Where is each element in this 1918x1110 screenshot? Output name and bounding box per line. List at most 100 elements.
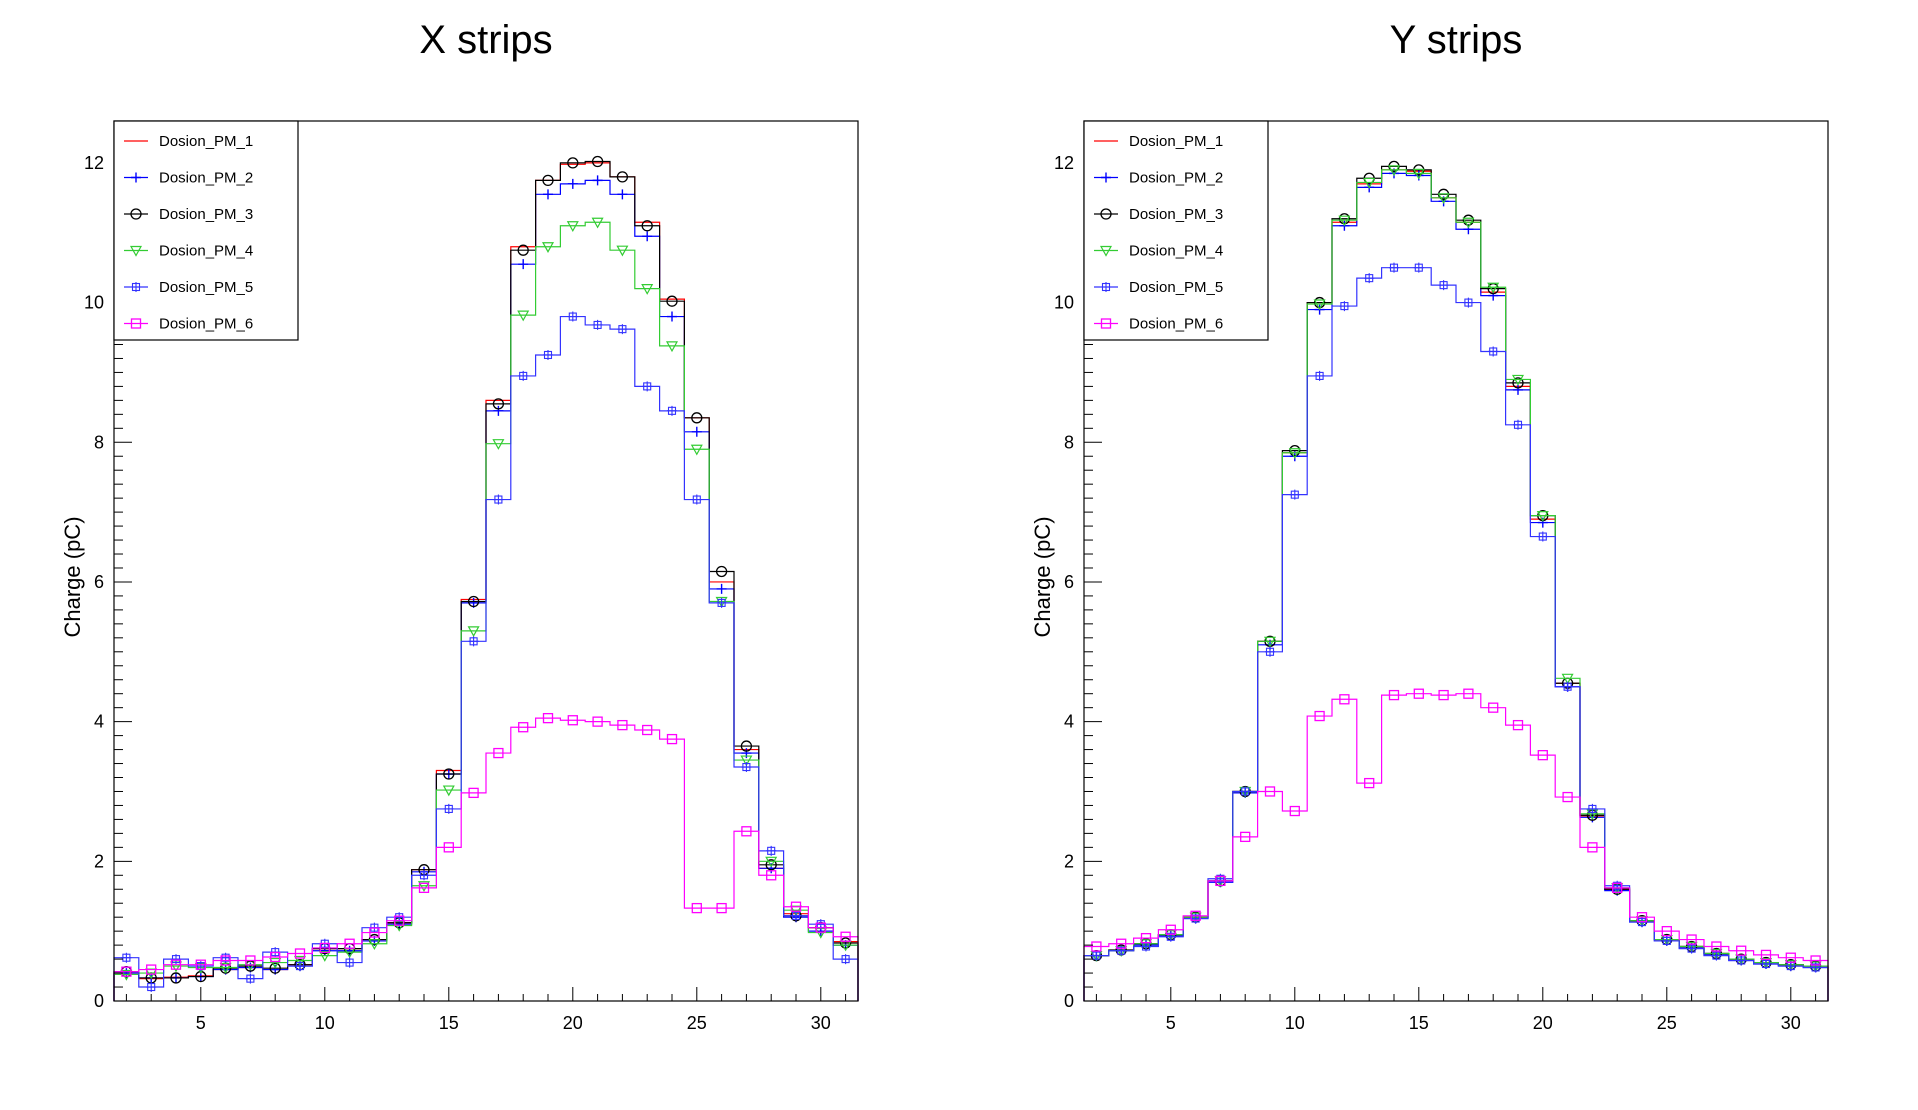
legend-label: Dosion_PM_3 [1129,206,1223,223]
legend-label: Dosion_PM_1 [159,133,253,150]
data-point [617,189,628,200]
legend: Dosion_PM_1 Dosion_PM_2 Dosion_PM_3 Dosion_… [113,120,299,341]
data-point [1711,950,1722,961]
legend-label: Dosion_PM_1 [1129,133,1223,150]
legend-label: Dosion_PM_6 [1129,316,1223,333]
data-point [567,178,578,189]
data-point [1536,511,1549,522]
data-point [1809,961,1822,973]
data-point [691,412,703,424]
data-point [1537,517,1548,528]
data-point [1387,165,1401,177]
data-point [1139,939,1153,950]
data-point [1339,694,1350,705]
x-tick-label: 5 [196,1013,206,1033]
data-point [220,955,231,966]
y-tick-label: 2 [94,851,104,871]
legend-entry: Dosion_PM_3 [124,206,253,223]
y-tick-label: 12 [84,153,104,173]
legend-box [1083,120,1269,341]
data-point [715,596,728,608]
data-point [1438,280,1449,291]
data-point [1388,689,1400,701]
legend-entry: Dosion_PM_5 [1094,279,1223,296]
data-point [1363,177,1376,189]
data-point [591,217,604,229]
data-point [418,882,430,894]
data-point [1463,297,1474,308]
data-point [1364,777,1375,789]
legend-label: Dosion_PM_5 [1129,279,1223,296]
data-point [1165,931,1176,942]
data-point [690,444,703,456]
data-point [1661,926,1672,937]
data-point [766,870,777,881]
data-point [691,426,702,437]
series-line [1083,693,1829,1001]
data-point [617,324,628,335]
legend-marker [129,245,143,257]
data-point [591,155,604,168]
x-tick-label: 10 [1285,1013,1305,1033]
y-tick-label: 10 [1054,293,1074,313]
y-tick-label: 8 [94,432,104,452]
data-point [1710,948,1723,960]
data-point [1313,296,1326,309]
data-point [121,952,132,963]
data-point [1612,882,1623,894]
legend-marker [1100,318,1112,329]
data-point [295,961,305,972]
data-point [592,716,603,727]
data-point [1685,941,1698,953]
legend-label: Dosion_PM_4 [1129,243,1223,260]
data-point [665,341,679,353]
data-point [1761,958,1771,969]
data-point [517,244,529,256]
chart-panel-y: Y strips Charge (pC) 5 10 15 20 25 30 0 2 4 6 8 10 1… [959,0,1918,1110]
data-point [1314,370,1325,381]
data-point [467,626,480,638]
legend-marker [1099,245,1113,257]
legend-marker [131,172,141,183]
data-point [1711,941,1722,952]
data-point [642,381,653,392]
data-point [344,957,355,968]
y-tick-label: 6 [94,572,104,592]
data-point [219,962,232,974]
data-point [443,768,455,780]
data-point [394,915,405,926]
data-point [1463,224,1474,235]
legend-marker [1100,208,1112,220]
x-tick-label: 10 [315,1013,335,1033]
y-tick-label: 2 [1064,851,1074,871]
data-point [467,595,480,608]
data-point [468,636,479,647]
data-point [667,311,677,322]
data-point [419,870,429,881]
data-point [1785,952,1796,963]
data-point [518,722,529,733]
data-point [294,948,306,959]
legend-entry: Dosion_PM_1 [1094,133,1223,150]
data-point [1413,688,1424,699]
data-point [170,959,182,970]
data-point [716,583,727,594]
data-point [1140,932,1152,944]
data-point [616,245,629,257]
series-Dosion_PM_6 [1083,688,1829,1001]
data-point [1116,945,1127,956]
legend-marker [130,208,142,220]
data-point [741,826,752,837]
data-point [716,597,727,608]
data-point [1215,873,1226,884]
legend-marker [130,318,142,329]
data-point [442,785,455,797]
data-point [592,175,603,186]
chart-svg: 5 10 15 20 25 30024681012Dosion_PM_1Dosion_PM… [84,120,859,1033]
data-point [1263,636,1277,648]
data-point [1389,262,1399,273]
legend-label: Dosion_PM_2 [159,170,253,187]
data-point [1511,374,1525,386]
chart-title: Y strips [1389,18,1523,62]
data-point [1289,489,1300,500]
